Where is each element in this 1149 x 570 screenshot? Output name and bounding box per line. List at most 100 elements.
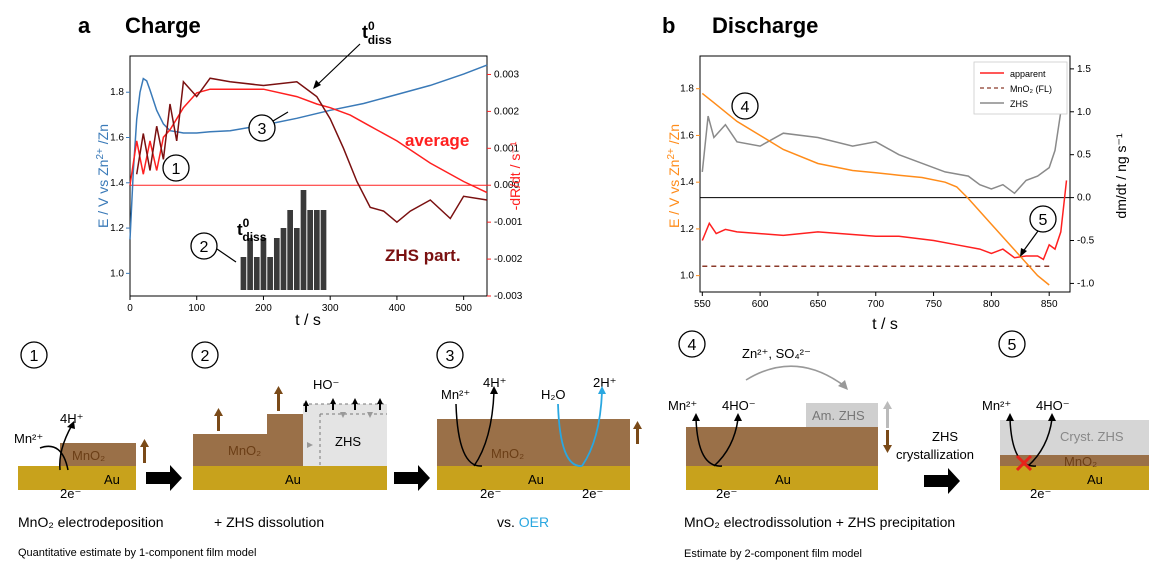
panel-a-letter: a (78, 13, 91, 38)
svg-text:4H⁺: 4H⁺ (483, 375, 506, 390)
caption-right-big: MnO₂ electrodissolution + ZHS precipitat… (684, 514, 955, 530)
plot-a-y-right-ticks: 0.003 0.002 0.001 0.000 -0.001 -0.002 -0.003 (487, 69, 523, 302)
y-right-tick-label: 1.0 (1077, 107, 1091, 118)
schematic-step-5: 5 Cryst. ZHS MnO₂ Au Mn²⁺ 4HO⁻ 2e⁻ (982, 330, 1149, 501)
histogram-bar (293, 228, 300, 290)
svg-text:Au: Au (775, 472, 791, 487)
arrow-2-3 (394, 465, 430, 491)
svg-text:ZHS: ZHS (335, 434, 361, 449)
label-zhs-crystallization: ZHS crystallization (896, 429, 974, 462)
schematic-step-3: 3 MnO₂ Au Mn²⁺ 4H⁺ H₂O 2H⁺ 2e⁻ 2e⁻ vs. O… (436, 341, 642, 530)
svg-text:H₂O: H₂O (541, 387, 566, 402)
x-tick-label: 600 (752, 299, 769, 310)
chart-charge: 0 100 200 300 400 500 1.01.21.41.61.8 0.0030.… (110, 55, 523, 314)
svg-text:2: 2 (201, 348, 210, 365)
y-right-tick-label: 1.5 (1077, 64, 1091, 75)
plot-b-y-left-label: E / V vs Zn2+ /Zn (666, 124, 682, 228)
plot-b-frame (699, 55, 1071, 293)
x-tick-label: 800 (983, 299, 1000, 310)
histogram-bar (260, 238, 267, 290)
schematic-step-1: 1 MnO₂ Au Mn²⁺ 4H⁺ 2e⁻ MnO₂ electrodepos… (14, 341, 256, 559)
histogram-bar (307, 210, 314, 290)
y-right-tick-label: -1.0 (1077, 278, 1095, 289)
y-left-tick-label: 1.6 (110, 133, 124, 144)
svg-text:Mn²⁺: Mn²⁺ (982, 398, 1011, 413)
series-line-2 (701, 111, 1062, 195)
svg-text:MnO₂: MnO₂ (491, 446, 524, 461)
svg-text:4: 4 (688, 337, 697, 354)
svg-text:4: 4 (741, 99, 750, 116)
plot-a-y-right-label: -dR/dt / s⁻¹ (507, 141, 523, 210)
svg-text:MnO₂: MnO₂ (228, 443, 261, 458)
x-tick-label: 500 (455, 303, 472, 314)
histogram-bar (267, 257, 273, 290)
y-left-tick-label: 1.2 (110, 223, 124, 234)
legend-mno2: MnO₂ (FL) (1010, 84, 1052, 94)
x-tick-label: 100 (188, 303, 205, 314)
histogram-bar (273, 238, 280, 290)
svg-text:Mn²⁺: Mn²⁺ (14, 431, 43, 446)
x-tick-label: 200 (255, 303, 272, 314)
x-tick-label: 850 (1041, 299, 1058, 310)
plot-a-y-left-ticks: 1.0 1.2 1.4 1.6 1.8 (110, 87, 130, 279)
svg-text:3: 3 (446, 348, 455, 365)
histogram-bar (300, 190, 307, 290)
histogram-bar (314, 210, 320, 290)
plot-a-frame (129, 55, 488, 297)
y-right-tick-label: -0.001 (494, 217, 523, 228)
x-tick-label: 700 (867, 299, 884, 310)
y-right-tick-label: -0.5 (1077, 236, 1095, 247)
svg-text:4HO⁻: 4HO⁻ (1036, 398, 1070, 413)
annot-tdiss-hist: t0 diss (237, 216, 267, 244)
svg-text:5: 5 (1039, 212, 1048, 229)
x-tick-label: 400 (389, 303, 406, 314)
histogram-bar (253, 257, 260, 290)
plot-a-lines (129, 64, 488, 240)
plot-a-y-left-label: E / V vs Zn2+ /Zn (95, 124, 111, 228)
histogram-bar (240, 257, 247, 290)
caption-left-small: Quantitative estimate by 1-component fil… (18, 547, 256, 559)
y-right-tick-label: -0.003 (494, 291, 523, 302)
svg-text:4HO⁻: 4HO⁻ (722, 398, 756, 413)
plot-b-x-label: t / s (872, 316, 898, 333)
series-line-0 (701, 180, 1068, 261)
svg-text:Au: Au (1087, 472, 1103, 487)
annot-zhs-part: ZHS part. (385, 246, 461, 265)
y-right-tick-label: 0.002 (494, 106, 519, 117)
marker-3: 3 (248, 111, 289, 142)
histogram-bar (280, 228, 287, 290)
caption-step-3: vs. OER (497, 514, 549, 530)
svg-text:3: 3 (258, 121, 267, 138)
y-right-tick-label: 0.5 (1077, 150, 1091, 161)
y-right-tick-label: 0.003 (494, 69, 519, 80)
legend-zhs: ZHS (1010, 99, 1028, 109)
svg-text:MnO₂: MnO₂ (1064, 454, 1097, 469)
svg-text:Au: Au (285, 472, 301, 487)
y-left-tick-label: 1.0 (110, 268, 124, 279)
y-right-tick-label: 0.0 (1077, 193, 1091, 204)
arrow-1-2 (146, 465, 182, 491)
series-line-2 (135, 77, 488, 224)
x-tick-label: 650 (810, 299, 827, 310)
marker-1: 1 (162, 154, 190, 182)
y-right-tick-label: 0.001 (494, 143, 519, 154)
svg-text:5: 5 (1008, 337, 1017, 354)
y-right-tick-label: 0.000 (494, 180, 519, 191)
caption-step-1: MnO₂ electrodeposition (18, 514, 164, 530)
y-left-tick-label: 1.8 (680, 84, 694, 95)
svg-text:2e⁻: 2e⁻ (716, 486, 737, 501)
y-right-tick-label: -0.002 (494, 254, 523, 265)
svg-text:Au: Au (528, 472, 544, 487)
panel-b-letter: b (662, 13, 675, 38)
y-left-tick-label: 1.2 (680, 224, 694, 235)
schematic-step-2: 2 MnO₂ ZHS Au HO⁻ + ZHS dissolution (191, 341, 387, 530)
panel-a-title: Charge (125, 13, 201, 38)
series-line-0 (129, 64, 488, 240)
plot-b-y-left-ticks: 1.0 1.2 1.4 1.6 1.8 (680, 84, 700, 282)
y-left-tick-label: 1.4 (680, 177, 694, 188)
series-line-3 (701, 92, 1050, 286)
marker-5: 5 (1020, 205, 1057, 257)
caption-right-small: Estimate by 2-component film model (684, 548, 862, 560)
svg-text:Zn²⁺, SO₄²⁻: Zn²⁺, SO₄²⁻ (742, 346, 811, 361)
